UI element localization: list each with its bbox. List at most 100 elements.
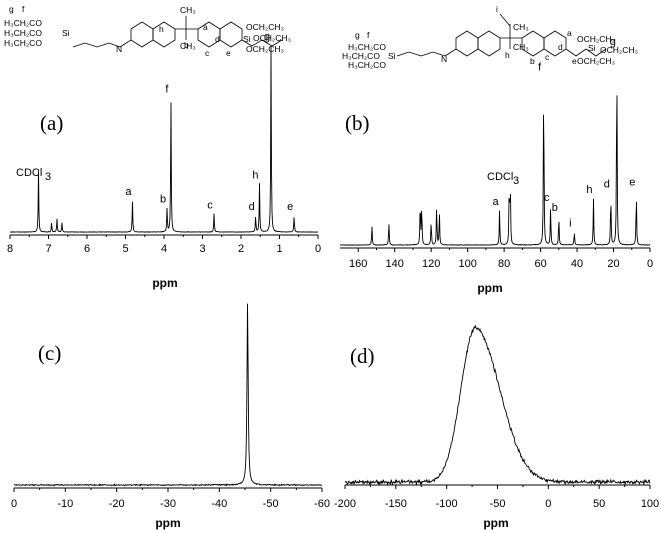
tick-label: 8 bbox=[7, 243, 13, 255]
tick-label: 3 bbox=[199, 243, 205, 255]
panel-b-label-a: a bbox=[567, 28, 572, 38]
panel-b-oet-3: OCH₂CH₃ bbox=[577, 56, 615, 66]
panel-a-label-d: d bbox=[215, 34, 220, 44]
panel-b-ch3-bottom: CH₃ bbox=[513, 42, 529, 52]
panel-b-oet-2: OCH₂CH₃ bbox=[600, 45, 638, 55]
tick-label: 2 bbox=[238, 243, 244, 255]
panel-b-ethoxy-3: H₃CH₂CO bbox=[348, 60, 386, 70]
panel-b-n-left: N bbox=[441, 54, 447, 64]
panel-b-oxazine-left bbox=[444, 30, 479, 57]
panel-a-ch3-bottom: CH₃ bbox=[180, 41, 196, 51]
panel-b-solvent-text: CDCl bbox=[487, 171, 513, 183]
panel-b-ch3-top: CH₃ bbox=[513, 22, 529, 32]
panel-b-ethoxy-2: H₃CH₂CO bbox=[342, 51, 380, 61]
panel-d: (d) -200 -150 -100 -50 0 50 100 ppm bbox=[334, 325, 659, 530]
panel-b-ethoxy-1: H₃CH₂CO bbox=[348, 42, 386, 52]
peak-label-i: i bbox=[569, 217, 571, 229]
tick-label: 20 bbox=[607, 258, 619, 270]
tick-label: 50 bbox=[593, 498, 605, 510]
panel-b-benzene-left bbox=[477, 30, 501, 57]
panel-b-si-left: Si bbox=[388, 51, 396, 61]
peak-label-e: e bbox=[287, 201, 293, 213]
panel-a-label-b: b bbox=[184, 40, 189, 50]
tick-label: 6 bbox=[84, 243, 90, 255]
panel-a-x-label: ppm bbox=[152, 276, 177, 290]
panel-a-solvent-sub: 3 bbox=[45, 171, 51, 183]
tick-label: 0 bbox=[315, 243, 321, 255]
panel-a-label-c: c bbox=[205, 48, 210, 58]
panel-b-solvent-sub: 3 bbox=[513, 175, 519, 187]
panel-b-x-label: ppm bbox=[477, 281, 502, 295]
panel-a-propyl-left bbox=[72, 42, 121, 48]
panel-a-x-axis: 8 7 6 5 4 3 2 1 0 bbox=[7, 234, 321, 255]
panel-a-solvent-text: CDCl bbox=[16, 167, 42, 179]
tick-label: -20 bbox=[109, 498, 125, 510]
panel-b-si-right: Si bbox=[588, 43, 596, 53]
panel-a-solvent-label: CDCl 3 bbox=[16, 167, 51, 183]
tick-label: 0 bbox=[545, 498, 551, 510]
panel-a-n-left: N bbox=[116, 44, 122, 54]
panel-b-i-pointer bbox=[499, 13, 511, 27]
panel-d-tag: (d) bbox=[350, 344, 375, 368]
panel-a-label-g: g bbox=[9, 4, 14, 14]
panel-a-ch3-top: CH₃ bbox=[180, 5, 196, 15]
spectrum-line bbox=[13, 303, 323, 487]
panel-a-oet-3: OCH₂CH₃ bbox=[246, 44, 284, 54]
panel-b-structure bbox=[396, 13, 607, 57]
panel-a-label-h: h bbox=[159, 24, 164, 34]
panel-b-label-f: f bbox=[367, 30, 370, 40]
tick-label: 1 bbox=[276, 243, 282, 255]
panel-a-label-a: a bbox=[203, 22, 208, 32]
peak-label-f: f bbox=[165, 83, 169, 95]
panel-b-label-b: b bbox=[530, 56, 535, 66]
panel-a-propyl-right bbox=[241, 39, 283, 47]
tick-label: -50 bbox=[263, 498, 279, 510]
tick-label: 5 bbox=[122, 243, 128, 255]
panel-b-x-axis: 160 140 120 100 80 60 40 20 0 bbox=[340, 247, 653, 270]
tick-label: -30 bbox=[160, 498, 176, 510]
tick-label: 120 bbox=[422, 258, 440, 270]
panel-d-x-axis: -200 -150 -100 -50 0 50 100 bbox=[334, 484, 659, 510]
panel-b-label-i: i bbox=[496, 4, 498, 14]
peak-label-d: d bbox=[249, 201, 255, 213]
panel-b: (b) 160 140 120 100 80 60 40 20 0 ppm CDCl 3 i g… bbox=[340, 4, 653, 295]
panel-b-oet-1: OCH₂CH₃ bbox=[577, 34, 615, 44]
tick-label: 160 bbox=[349, 258, 367, 270]
tick-label: 4 bbox=[161, 243, 167, 255]
tick-label: -100 bbox=[436, 498, 458, 510]
panel-a-oet-1: OCH₂CH₃ bbox=[246, 22, 284, 32]
panel-a-oxazine-right bbox=[219, 21, 243, 48]
panel-b-structure-labels: i g f H₃CH₂CO H₃CH₂CO H₃CH₂CO Si N CH₃ C… bbox=[342, 4, 638, 70]
panel-a-ethoxy-1: H₃CH₂CO bbox=[4, 18, 42, 28]
peak-label-g: g bbox=[610, 36, 616, 48]
tick-label: 0 bbox=[11, 498, 17, 510]
panel-d-x-label: ppm bbox=[483, 516, 508, 530]
panel-a-si-right: Si bbox=[243, 34, 251, 44]
spectrum-line bbox=[340, 95, 651, 246]
panel-b-propyl-right bbox=[565, 48, 607, 57]
panel-b-tag: (b) bbox=[345, 111, 370, 135]
tick-label: -40 bbox=[211, 498, 227, 510]
panel-a-tag: (a) bbox=[40, 111, 63, 135]
peak-label-c: c bbox=[207, 199, 213, 211]
peak-label-b: b bbox=[160, 194, 166, 206]
tick-label: 60 bbox=[534, 258, 546, 270]
panel-a-label-f: f bbox=[22, 4, 25, 14]
panel-c: (c) 0 -10 -20 -30 -40 -50 -60 ppm bbox=[11, 303, 330, 530]
panel-b-solvent-label: CDCl 3 bbox=[487, 171, 519, 187]
panel-c-tag: (c) bbox=[38, 341, 61, 365]
panel-b-propyl-left bbox=[396, 51, 446, 57]
peak-label-c: c bbox=[544, 192, 550, 204]
panel-a-oxazine-left bbox=[119, 21, 154, 48]
panel-a-si-left: Si bbox=[62, 28, 70, 38]
peak-label-a: a bbox=[125, 186, 132, 198]
tick-label: 100 bbox=[641, 498, 659, 510]
tick-label: 140 bbox=[386, 258, 404, 270]
peak-label-e: e bbox=[629, 176, 635, 188]
panel-b-label-h: h bbox=[505, 50, 510, 60]
spectrum-line bbox=[10, 46, 319, 233]
tick-label: -50 bbox=[490, 498, 506, 510]
panel-a-oet-2: OCH₂CH₃ bbox=[253, 33, 291, 43]
panel-a-structure bbox=[72, 16, 283, 48]
